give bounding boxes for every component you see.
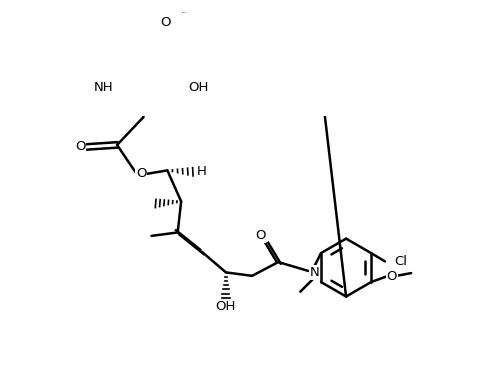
Text: O: O: [255, 229, 266, 242]
Text: H: H: [197, 165, 206, 178]
Text: OH: OH: [216, 300, 236, 313]
Text: methoxy: methoxy: [182, 12, 188, 13]
Text: O: O: [76, 141, 86, 153]
Text: O: O: [160, 16, 170, 29]
Text: Cl: Cl: [394, 255, 407, 268]
Text: NH: NH: [94, 81, 114, 94]
Polygon shape: [160, 29, 168, 57]
Text: O: O: [386, 270, 397, 283]
Text: O: O: [136, 167, 146, 181]
Text: N: N: [310, 266, 319, 279]
Text: OH: OH: [188, 81, 208, 94]
